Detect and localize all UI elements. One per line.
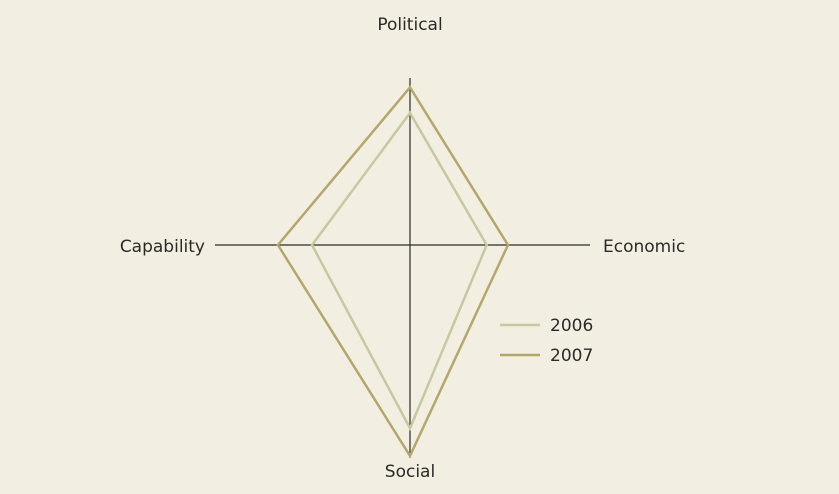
series-polygon [310, 110, 489, 432]
legend-label: 2007 [550, 346, 593, 366]
axis-label: Capability [120, 237, 205, 257]
axis-label: Political [377, 15, 442, 35]
axis-label: Economic [603, 237, 685, 257]
axis-label: Social [385, 462, 435, 482]
legend-label: 2006 [550, 316, 593, 336]
series-polygon [276, 85, 510, 459]
